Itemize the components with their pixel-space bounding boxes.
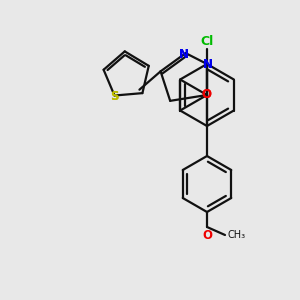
Text: O: O — [201, 88, 211, 100]
Text: Cl: Cl — [200, 35, 214, 48]
Text: S: S — [110, 90, 119, 103]
Text: CH₃: CH₃ — [227, 230, 245, 240]
Text: N: N — [203, 58, 213, 70]
Text: N: N — [179, 48, 189, 61]
Text: O: O — [201, 88, 211, 100]
Text: N: N — [203, 58, 213, 70]
Text: O: O — [202, 229, 212, 242]
Text: N: N — [179, 48, 189, 61]
Text: S: S — [110, 90, 119, 103]
